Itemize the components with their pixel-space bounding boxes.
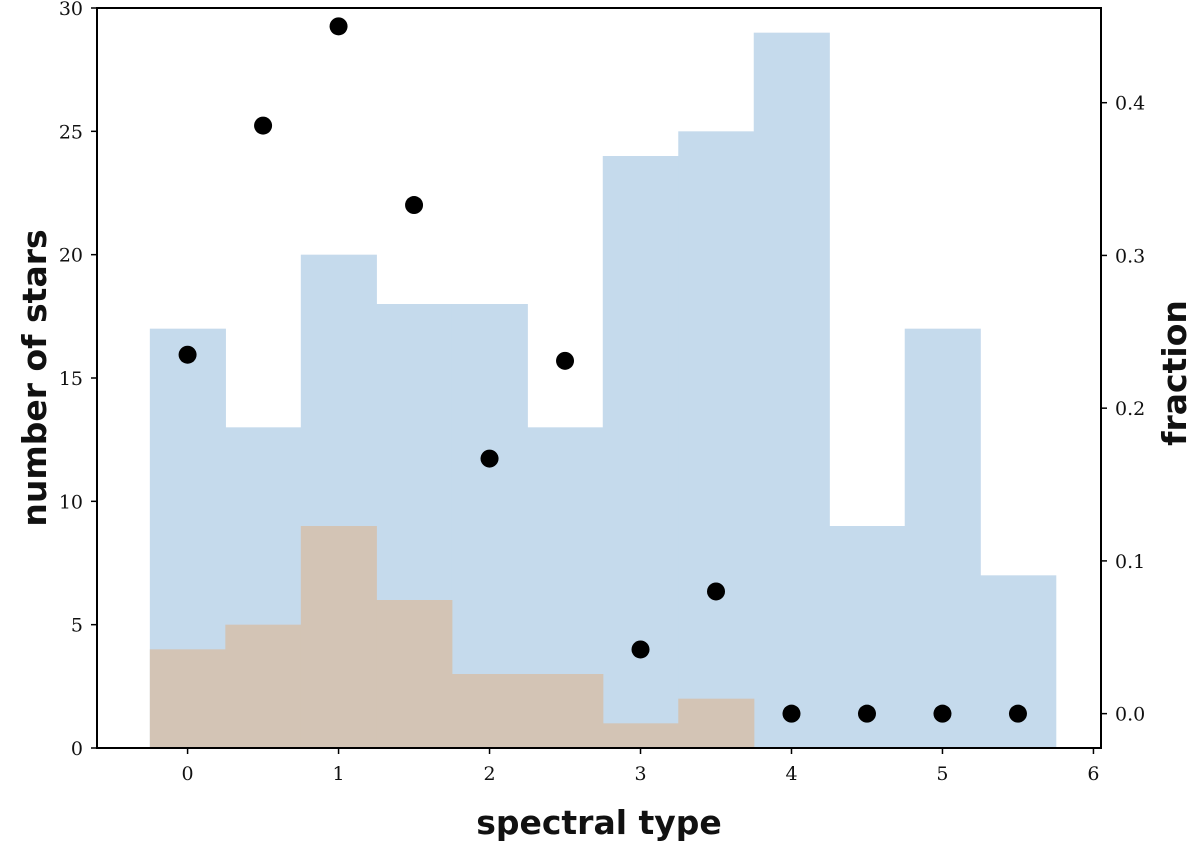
y-tick-label-0: 0 (71, 738, 83, 760)
y-axis-title: number of stars (15, 229, 54, 526)
x-tick-label-5: 5 (936, 763, 948, 785)
x-tick-label-4: 4 (785, 763, 797, 785)
histogram-bar-1-4 (451, 674, 528, 748)
histogram-bar-1-2 (300, 526, 377, 748)
histogram-bar-1-7 (678, 698, 755, 748)
y-tick-label-25: 25 (59, 121, 83, 143)
fraction-point-2 (329, 17, 348, 36)
histogram-bar-0-7 (678, 131, 755, 749)
fraction-point-7 (707, 582, 726, 601)
y-tick-label-10: 10 (59, 491, 83, 513)
fraction-point-5 (556, 351, 575, 370)
fraction-point-3 (405, 196, 424, 215)
x-tick-label-6: 6 (1087, 763, 1099, 785)
y-tick-label-5: 5 (71, 615, 83, 637)
fraction-point-10 (933, 704, 952, 723)
histogram-bar-0-10 (904, 328, 981, 748)
y-tick-label-30: 30 (59, 0, 83, 20)
histogram-bar-1-1 (225, 624, 302, 748)
histogram-bar-0-8 (753, 32, 830, 748)
fraction-point-4 (480, 449, 499, 468)
x-axis-title: spectral type (476, 803, 722, 842)
fraction-point-11 (1008, 704, 1027, 723)
ticks-layer: 0 1 2 3 4 5 6 0 5 10 15 20 25 30 0.0 0.1 0.2 0.3 0.4 (59, 0, 1145, 785)
y2-tick-label-0.1: 0.1 (1115, 551, 1145, 573)
histogram-bar-1-6 (602, 723, 679, 748)
x-tick-label-2: 2 (483, 763, 495, 785)
fraction-point-8 (782, 704, 801, 723)
bars-layer (149, 32, 1057, 749)
histogram-bar-1-5 (527, 674, 604, 748)
histogram-bar-1-3 (376, 600, 453, 748)
y2-tick-label-0.4: 0.4 (1115, 93, 1145, 115)
fraction-point-0 (178, 345, 197, 364)
x-tick-label-3: 3 (634, 763, 646, 785)
y2-tick-label-0.3: 0.3 (1115, 245, 1145, 267)
fraction-point-6 (631, 640, 650, 659)
fraction-point-9 (857, 704, 876, 723)
y2-tick-label-0.2: 0.2 (1115, 398, 1145, 420)
x-tick-label-1: 1 (333, 763, 345, 785)
fraction-point-1 (254, 116, 273, 135)
y-tick-label-20: 20 (59, 245, 83, 267)
histogram-bar-0-6 (602, 156, 679, 748)
points-layer (178, 17, 1027, 723)
x-tick-label-0: 0 (182, 763, 194, 785)
histogram-bar-1-0 (149, 649, 226, 748)
y2-tick-label-0: 0.0 (1115, 704, 1145, 726)
y-tick-label-15: 15 (59, 368, 83, 390)
y2-axis-title: fraction (1155, 300, 1194, 446)
